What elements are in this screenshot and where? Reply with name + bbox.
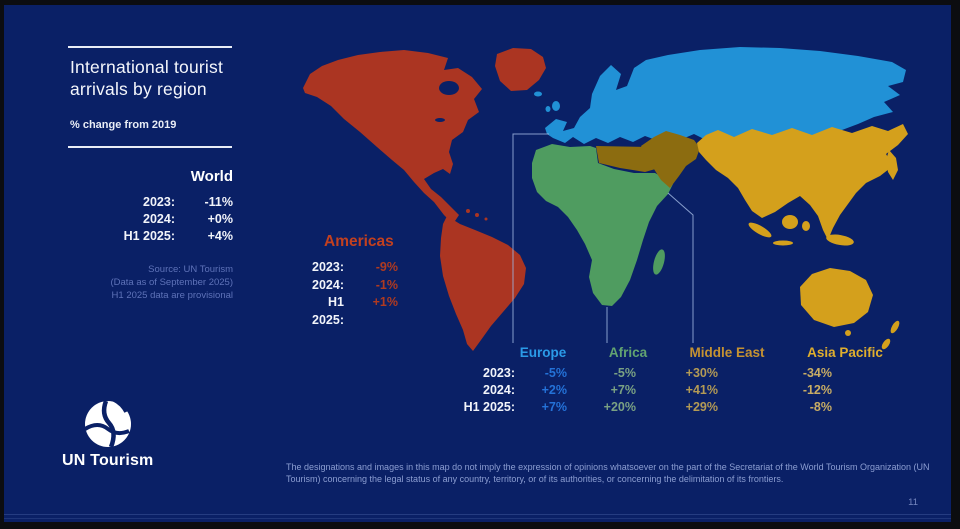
page-title: International tourist arrivals by region — [70, 57, 224, 99]
source-line-3: H1 2025 data are provisional — [111, 290, 233, 301]
middle-east-leader-line — [667, 192, 694, 343]
middle-east-header: Middle East — [689, 345, 765, 360]
africa-header: Africa — [608, 345, 648, 360]
world-map — [303, 47, 908, 351]
table-row-label-2023: 2023: — [483, 366, 515, 380]
world-stats: 2023: -11% 2024: +0% H1 2025: +4% — [83, 194, 233, 245]
americas-year-h1-2025: H1 2025: — [312, 295, 344, 327]
mid-divider — [68, 146, 232, 148]
world-value-h1-2025: +4% — [207, 229, 233, 243]
asia-pacific-header: Asia Pacific — [807, 345, 883, 360]
middle-east-region — [596, 131, 700, 188]
americas-year-2023: 2023: — [312, 260, 344, 274]
world-value-2023: -11% — [204, 195, 234, 209]
africa-value-2024: +7% — [610, 383, 636, 397]
logo-text: UN Tourism — [62, 452, 154, 469]
africa-region — [532, 144, 673, 306]
page-number: 11 — [908, 497, 918, 508]
europe-header: Europe — [519, 345, 567, 360]
asia-pacific-value-2024: -12% — [802, 383, 832, 397]
africa-value-2023: -5% — [613, 366, 636, 380]
source-line-1: Source: UN Tourism — [148, 264, 233, 275]
world-value-2024: +0% — [207, 212, 233, 226]
world-label: World — [190, 168, 233, 185]
table-row-label-2024: 2024: — [483, 383, 515, 397]
americas-region — [303, 48, 546, 351]
middle-east-value-2024: +41% — [685, 383, 718, 397]
asia-pacific-value-h1-2025: -8% — [809, 400, 832, 414]
source-note: Source: UN Tourism (Data as of September… — [33, 263, 233, 302]
footer-divider-2 — [4, 518, 951, 519]
europe-value-h1-2025: +7% — [541, 400, 567, 414]
footer-divider-1 — [4, 514, 951, 515]
world-year-2023: 2023: — [143, 195, 175, 209]
africa-value-h1-2025: +20% — [603, 400, 636, 414]
leader-lines — [512, 133, 694, 343]
middle-east-value-2023: +30% — [685, 366, 718, 380]
top-divider — [68, 46, 232, 48]
americas-value-2023: -9% — [375, 260, 398, 274]
page-subtitle: % change from 2019 — [70, 119, 177, 131]
americas-year-2024: 2024: — [312, 277, 344, 292]
north-america-water — [435, 81, 459, 122]
europe-value-2023: -5% — [544, 366, 567, 380]
world-year-2024: 2024: — [143, 212, 175, 226]
table-row-label-h1-2025: H1 2025: — [463, 400, 515, 414]
middle-east-value-h1-2025: +29% — [685, 400, 718, 414]
europe-value-2024: +2% — [541, 383, 567, 397]
europe-region — [534, 47, 906, 144]
world-year-h1-2025: H1 2025: — [123, 229, 175, 243]
asia-pacific-region — [697, 124, 908, 350]
americas-value-2024: -1% — [375, 277, 398, 292]
americas-label: Americas — [324, 233, 394, 250]
europe-leader-line — [512, 133, 549, 343]
americas-value-h1-2025: +1% — [372, 295, 398, 309]
americas-stats: 2023: -9% 2024: -1% H1 2025: +1% — [296, 259, 398, 329]
slide-background: International tourist arrivals by region… — [4, 5, 951, 522]
source-line-2: (Data as of September 2025) — [110, 277, 233, 288]
un-tourism-logo-icon — [83, 398, 131, 448]
map-disclaimer: The designations and images in this map … — [286, 462, 930, 484]
asia-pacific-value-2023: -34% — [802, 366, 832, 380]
